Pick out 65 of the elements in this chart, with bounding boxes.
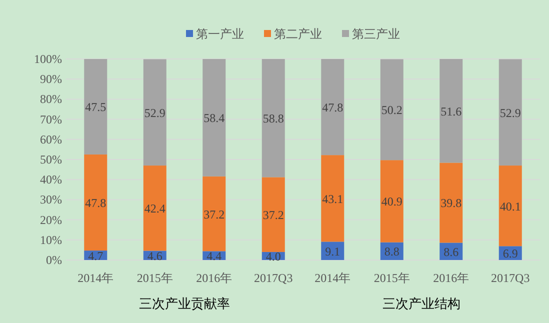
- bar: [84, 154, 108, 251]
- y-tick-label: 30%: [40, 192, 62, 207]
- bar: [380, 160, 404, 242]
- data-label: 50.2: [381, 103, 402, 118]
- bar: [202, 176, 226, 252]
- bar: [380, 59, 404, 160]
- y-tick-label: 90%: [40, 72, 62, 86]
- bar: [440, 59, 463, 163]
- data-label: 6.9: [502, 246, 518, 261]
- bar: [262, 177, 285, 252]
- bar: [143, 59, 166, 166]
- data-label: 47.8: [322, 100, 344, 115]
- bar: [498, 166, 522, 246]
- data-label: 4.6: [147, 248, 162, 263]
- bar: [143, 166, 166, 251]
- bar: [321, 59, 344, 156]
- x-tick-label: 2015年: [374, 271, 410, 285]
- data-label: 9.1: [325, 244, 340, 258]
- data-label: 4.0: [266, 249, 281, 264]
- y-tick-label: 60%: [40, 132, 62, 146]
- y-tick-label: 80%: [40, 92, 62, 106]
- data-label: 52.9: [144, 106, 166, 120]
- y-tick-label: 20%: [40, 212, 62, 227]
- data-label: 37.2: [204, 207, 225, 222]
- y-tick-label: 100%: [34, 52, 62, 66]
- data-label: 40.9: [381, 194, 402, 209]
- legend-label: 第二产业: [274, 27, 322, 41]
- data-label: 52.9: [500, 106, 521, 120]
- data-label: 47.5: [85, 100, 106, 114]
- data-label: 8.6: [444, 244, 459, 259]
- x-tick-label: 2016年: [196, 271, 232, 285]
- data-label: 4.4: [206, 249, 222, 264]
- x-tick-label: 2014年: [78, 271, 114, 285]
- y-tick-label: 40%: [40, 172, 62, 187]
- y-tick-label: 10%: [40, 232, 62, 247]
- text: 三次产业贡献率: [139, 296, 230, 312]
- x-tick-label: 2014年: [314, 271, 351, 285]
- y-tick-label: 70%: [40, 112, 62, 126]
- legend-label: 第一产业: [196, 27, 244, 41]
- y-tick-label: 50%: [40, 152, 62, 166]
- bar: [498, 59, 522, 166]
- data-label: 4.7: [88, 248, 104, 263]
- x-tick-label: 2016年: [433, 271, 470, 285]
- bar: [321, 242, 344, 260]
- data-label: 58.8: [262, 112, 284, 126]
- bar: [84, 59, 108, 154]
- bar: [440, 162, 463, 243]
- data-label: 47.8: [85, 196, 106, 210]
- x-tick-label: 2015年: [136, 271, 173, 285]
- data-label: 42.4: [144, 202, 166, 216]
- data-label: 39.8: [440, 196, 462, 210]
- data-label: 8.8: [384, 244, 400, 259]
- x-tick-label: 2017Q3: [491, 271, 530, 285]
- legend-label: 第三产业: [352, 27, 400, 41]
- bar: [202, 59, 226, 176]
- bar: [262, 59, 285, 178]
- y-tick-label: 0%: [46, 253, 62, 267]
- data-label: 37.2: [262, 208, 284, 222]
- data-label: 58.4: [204, 111, 225, 126]
- x-tick-label: 2017Q3: [254, 271, 293, 285]
- data-label: 43.1: [322, 192, 344, 206]
- data-label: 40.1: [500, 199, 521, 214]
- bar: [321, 155, 344, 242]
- text: 三次产业结构: [382, 297, 460, 312]
- data-label: 51.6: [440, 104, 462, 118]
